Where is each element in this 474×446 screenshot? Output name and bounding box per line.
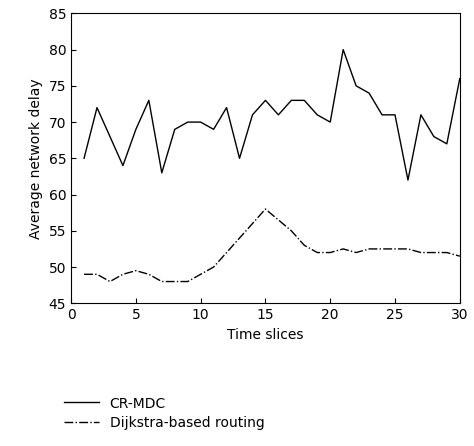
X-axis label: Time slices: Time slices xyxy=(227,328,304,342)
Y-axis label: Average network delay: Average network delay xyxy=(29,78,43,239)
Legend: CR-MDC, Dijkstra-based routing: CR-MDC, Dijkstra-based routing xyxy=(64,396,264,430)
